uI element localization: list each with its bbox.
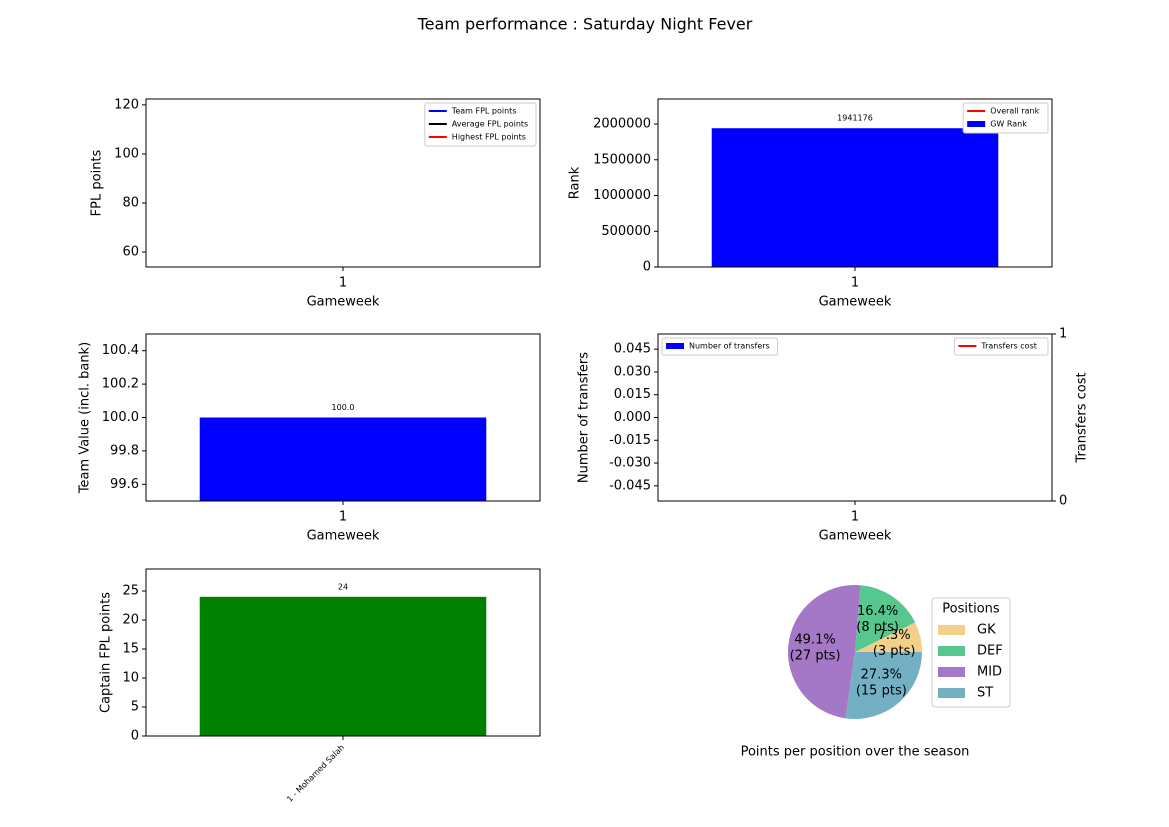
y-tick-label: 100.0 [102,410,139,425]
x-axis-label: Gameweek [819,529,892,544]
bar [711,128,999,267]
legend-patch [938,688,965,698]
y-tick-label: 0.015 [614,387,651,402]
y-tick-label: 0 [643,260,651,275]
y-tick-label: 0 [131,729,139,744]
pie-slice [787,584,861,719]
y-tick-label: 80 [122,195,139,210]
legend-patch [938,667,965,677]
y-tick-label: 99.8 [110,443,139,458]
legend-box [424,102,537,147]
legend-label: MID [977,665,1002,680]
pie-slice [845,652,922,719]
y-tick-label: 1500000 [593,152,651,167]
pie-label: 27.3% (15 pts) [856,667,907,698]
y-axis-label: Team Value (incl. bank) [78,342,93,494]
legend-label: Overall rank [990,107,1039,116]
y-tick-label: 2000000 [593,117,651,132]
axes-frame [145,98,541,268]
legend-box [661,337,779,356]
y-tick-label: 500000 [601,224,651,239]
legend-label: Transfers cost [980,342,1036,351]
pie-slice [855,622,922,652]
legend-label: Team FPL points [451,107,517,116]
legend-patch [938,625,965,635]
bar [199,417,487,501]
pie-caption: Points per position over the season [741,745,970,760]
y-tick-label: 60 [122,245,139,260]
data-label: 100.0 [332,403,355,412]
y-tick-label: 0.000 [614,410,651,425]
y-tick-label: 0.030 [614,364,651,379]
y-tick-label: 10 [122,671,139,686]
data-label: 24 [338,582,348,591]
y-tick-label: 5 [131,700,139,715]
axes-frame [145,568,541,737]
x-tick-label: 1 [851,510,859,525]
y-tick-label: 120 [114,97,139,112]
legend-patch [938,646,965,656]
x-tick-label: 1 [851,276,859,291]
figure-title: Team performance : Saturday Night Fever [417,15,753,34]
x-axis-label: Gameweek [819,295,892,310]
legend-box [953,337,1049,356]
y2-tick-label: 1 [1059,327,1067,342]
y-tick-label: 15 [122,642,139,657]
x-axis-label: Gameweek [307,529,380,544]
y2-tick-label: 0 [1059,494,1067,509]
y-tick-label: 100.2 [102,377,139,392]
y-tick-label: 100 [114,146,139,161]
x-tick-label: 1 [339,510,347,525]
legend-title: Positions [942,602,1000,617]
legend-label: Average FPL points [452,120,528,129]
y-tick-label: 99.6 [110,477,139,492]
bar [199,596,487,736]
legend-label: DEF [977,644,1003,659]
axes-frame [657,333,1053,502]
legend-label: GK [977,623,996,638]
y-tick-label: -0.030 [609,456,651,471]
y-tick-label: 1000000 [593,188,651,203]
y-axis-label: Rank [568,166,583,199]
y-tick-label: 100.4 [102,343,139,358]
y-tick-label: -0.015 [609,433,651,448]
y-axis-label: Number of transfers [577,352,592,483]
axes-frame [145,333,541,502]
pie-label: 7.3% (3 pts) [873,627,916,658]
y-axis-label: Captain FPL points [99,592,114,713]
y2-axis-label: Transfers cost [1075,372,1090,463]
axes-frame [657,98,1053,268]
pie-slice [855,585,916,652]
legend-label: GW Rank [990,120,1027,129]
legend-label: Highest FPL points [452,133,526,142]
pie-label: 16.4% (8 pts) [856,603,899,634]
y-tick-label: -0.045 [609,478,651,493]
legend-patch [967,121,986,127]
y-tick-label: 25 [122,584,139,599]
x-axis-label: Gameweek [307,295,380,310]
x-tick-label: 1 [339,276,347,291]
y-axis-label: FPL points [90,149,105,216]
legend-patch [666,343,684,349]
legend-label: Number of transfers [689,342,770,351]
y-tick-label: 20 [122,613,139,628]
y-tick-label: 0.045 [614,342,651,357]
legend-label: ST [977,686,993,701]
data-label: 1941176 [837,114,873,123]
pie-label: 49.1% (27 pts) [790,632,841,663]
